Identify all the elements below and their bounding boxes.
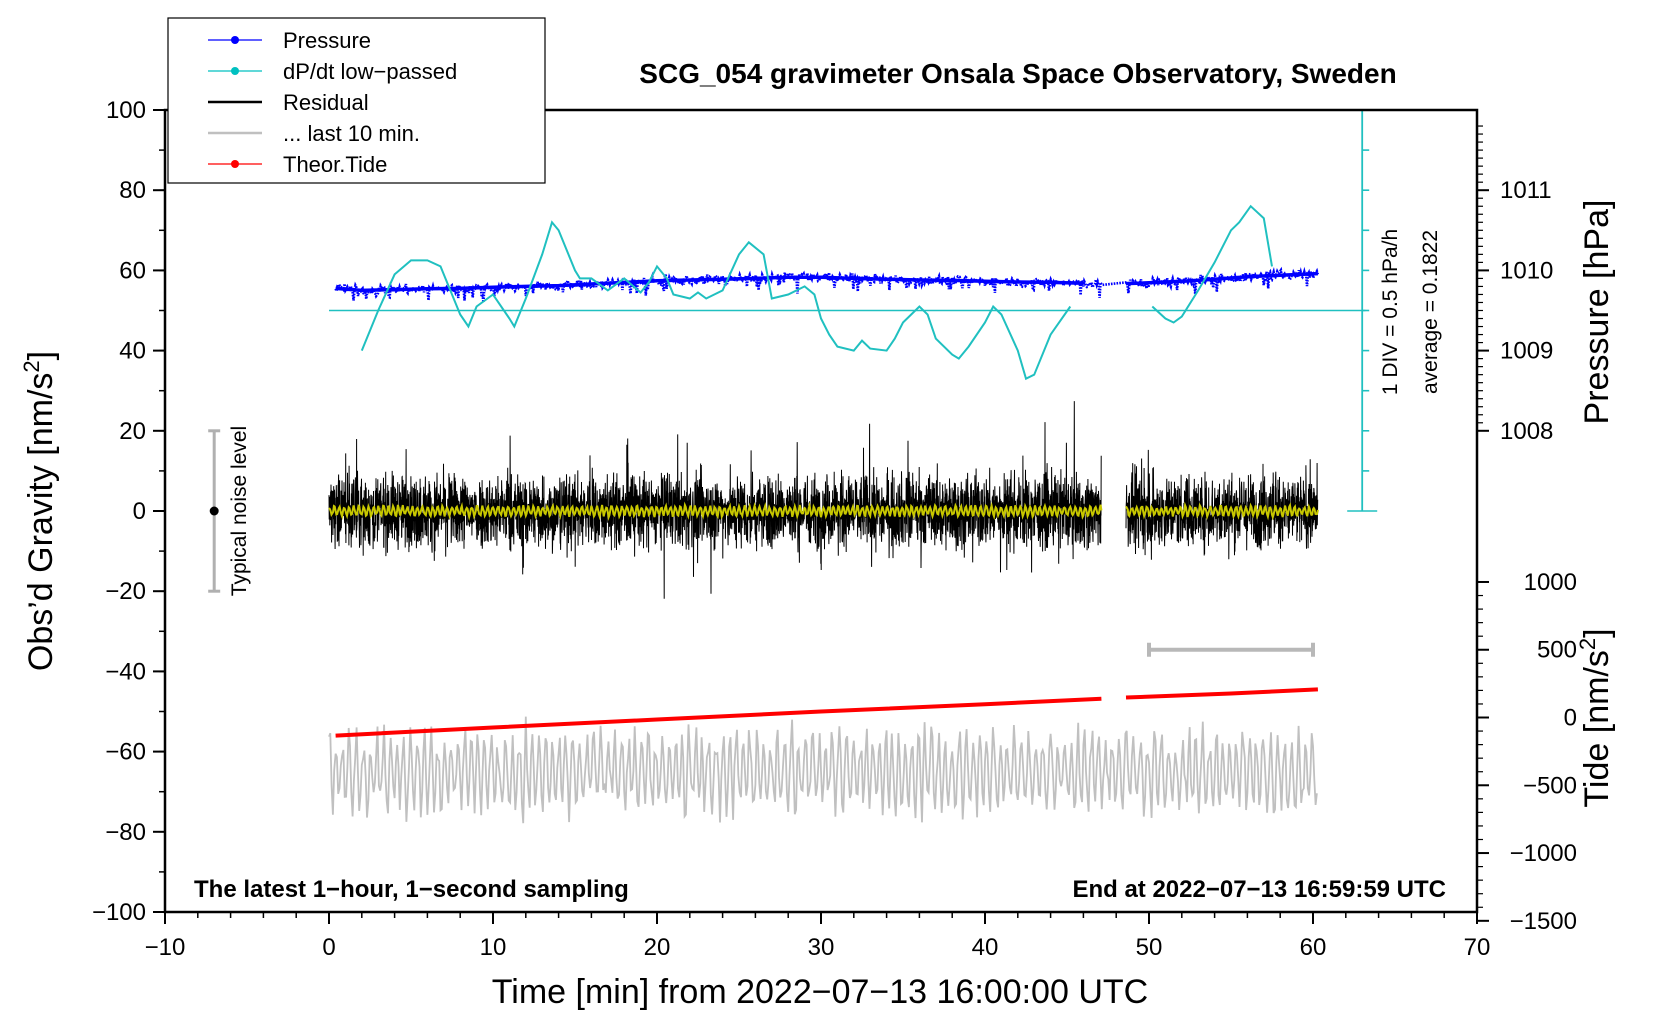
pressure-series [334, 266, 1320, 303]
average-note: average = 0.1822 [1419, 230, 1442, 394]
tide-tick-label: −1500 [1510, 908, 1577, 935]
x-tick-label: 30 [808, 934, 835, 961]
noise-level-center [209, 506, 219, 516]
theoretical-tide-series [335, 687, 1318, 738]
y-axis-title-left-sup: 2 [19, 360, 44, 372]
legend-label: Theor.Tide [283, 152, 387, 177]
tide-tick-label: 1000 [1524, 569, 1577, 596]
residual-line-segment [1125, 449, 1319, 560]
y-axis-title-left-main: Obs’d Gravity [nm/s [22, 373, 60, 672]
pressure-trend-segment [1125, 271, 1318, 286]
x-tick-label: 0 [322, 934, 335, 961]
y-tick-label: 40 [119, 338, 146, 365]
legend-items: Pressure dP/dt low−passed Residual ... last… [208, 28, 457, 177]
y-axis-title-left-end: ] [22, 351, 60, 360]
x-tick-label: 40 [972, 934, 999, 961]
legend-swatch-marker [231, 67, 239, 75]
x-tick-label: 10 [480, 934, 507, 961]
x-tick-label: 60 [1300, 934, 1327, 961]
x-axis-title: Time [min] from 2022−07−13 16:00:00 UTC [492, 973, 1148, 1011]
pressure-tick-label: 1009 [1500, 338, 1553, 365]
annotations [208, 109, 1378, 657]
legend-swatch-marker [231, 160, 239, 168]
chart-title: SCG_054 gravimeter Onsala Space Observat… [639, 58, 1396, 89]
legend-label: dP/dt low−passed [283, 59, 457, 84]
y-tick-label: −80 [105, 819, 146, 846]
pressure-tick-label: 1010 [1500, 257, 1553, 284]
tide-tick-label: 500 [1537, 637, 1577, 664]
pressure-tick-label: 1011 [1500, 177, 1552, 204]
y-tick-label: 100 [106, 97, 146, 124]
y-tick-label: 20 [119, 418, 146, 445]
y-tick-label: −20 [105, 578, 146, 605]
legend-label: Pressure [283, 28, 371, 53]
pressure-trend-segment [335, 275, 1084, 293]
x-tick-label: 70 [1464, 934, 1491, 961]
tide-tick-label: −500 [1523, 772, 1577, 799]
tide-tick-label: −1000 [1510, 840, 1577, 867]
y-axis-title-tide-end: ] [1578, 628, 1616, 637]
y-tick-label: 60 [119, 257, 146, 284]
y-tick-label: 0 [133, 498, 146, 525]
dpdt-scale-note: 1 DIV = 0.5 hPa/h [1379, 229, 1402, 395]
tide-tick-label: 0 [1564, 705, 1577, 732]
y-tick-label: −40 [105, 658, 146, 685]
legend-swatch-marker [231, 36, 239, 44]
legend-label: Residual [283, 90, 369, 115]
last-10-min-series [328, 716, 1318, 824]
y-tick-label: −60 [105, 739, 146, 766]
legend-label: ... last 10 min. [283, 121, 420, 146]
dpdt-line-segment [360, 220, 1072, 381]
x-tick-label: −10 [145, 934, 186, 961]
last-10-min-line [328, 716, 1318, 824]
pressure-tick-label: 1008 [1500, 418, 1553, 445]
x-tick-label: 20 [644, 934, 671, 961]
tide-line-segment [335, 696, 1102, 738]
residual-lowpass-segment [1125, 501, 1319, 521]
y-axis-title-pressure: Pressure [hPa] [1578, 200, 1616, 425]
y-axis-title-left: Obs’d Gravity [nm/s2] [19, 351, 60, 671]
legend: Pressure dP/dt low−passed Residual ... last… [167, 17, 546, 184]
y-tick-label: −100 [92, 899, 146, 926]
footer-left-note: The latest 1−hour, 1−second sampling [194, 876, 629, 903]
x-tick-label: 50 [1136, 934, 1163, 961]
y-axis-title-tide-main: Tide [nm/s [1578, 650, 1616, 807]
tide-line-segment [1125, 687, 1318, 700]
y-axis-title-tide-sup: 2 [1575, 638, 1600, 650]
residual-lowpass-segment [328, 501, 1103, 521]
y-axis-title-tide: Tide [nm/s2] [1575, 628, 1616, 807]
legend-box [167, 17, 546, 184]
residual-lowpass-series [328, 501, 1319, 521]
dpdt-series [360, 204, 1273, 381]
noise-level-label: Typical noise level [228, 426, 251, 596]
footer-right-note: End at 2022−07−13 16:59:59 UTC [1072, 876, 1446, 903]
dpdt-line-segment [1151, 204, 1273, 324]
y-tick-label: 80 [119, 177, 146, 204]
axes: −10 0 10 20 30 40 50 60 70−100−80−60−40−20020406… [92, 97, 1577, 961]
